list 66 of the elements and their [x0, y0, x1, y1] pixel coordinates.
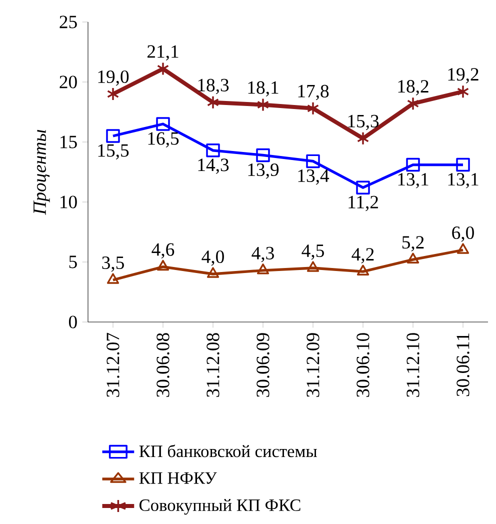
x-tick-label: 31.12.08 [206, 333, 220, 397]
point [356, 132, 370, 146]
point [156, 260, 170, 271]
data-label: 4,2 [352, 248, 374, 264]
point [156, 117, 170, 131]
data-label: 19,2 [448, 68, 478, 84]
x-tick-label: 30.06.10 [356, 333, 370, 397]
point [306, 154, 320, 168]
data-label: 18,3 [198, 78, 229, 94]
data-label: 18,2 [398, 80, 428, 96]
data-label: 13,1 [448, 173, 478, 188]
point [106, 87, 120, 101]
point [306, 102, 320, 116]
y-tick-label: 10 [60, 196, 77, 208]
point [406, 252, 420, 264]
point [356, 264, 370, 276]
data-label: 15,5 [98, 144, 129, 160]
data-label: 14,3 [198, 158, 229, 174]
data-label: 19,0 [98, 70, 129, 86]
data-label: 13,1 [398, 173, 428, 188]
data-label: 16,5 [148, 132, 179, 148]
point [156, 62, 170, 76]
data-label: 4,3 [252, 246, 274, 262]
data-label: 4,5 [302, 244, 324, 260]
x-tick-label: 30.06.08 [156, 333, 170, 397]
point [306, 261, 320, 272]
data-label: 18,1 [248, 81, 278, 97]
data-label: 3,5 [102, 256, 124, 272]
point [456, 84, 470, 98]
x-tick-label: 31.12.09 [306, 333, 320, 397]
legend-label: Совокупный КП ФКС [140, 499, 300, 515]
point [406, 158, 420, 172]
point [356, 180, 370, 194]
point [256, 148, 270, 162]
legend-label: КП НФКУ [139, 472, 217, 484]
data-label: 4,6 [152, 243, 174, 259]
y-axis-title: Проценты [34, 130, 50, 215]
data-label: 5,2 [402, 236, 424, 252]
point [256, 98, 270, 112]
data-label: 6,0 [452, 226, 474, 242]
point [106, 129, 120, 143]
legend-label: КП банковской системы [139, 444, 317, 458]
data-label: 17,8 [298, 84, 329, 100]
y-tick-label: 25 [60, 16, 77, 28]
x-tick-label: 30.06.09 [256, 333, 270, 397]
y-tick-label: 0 [68, 316, 77, 328]
data-label: 15,3 [348, 114, 379, 130]
point [256, 264, 270, 274]
point [456, 243, 470, 254]
x-tick-label: 31.12.07 [106, 332, 120, 397]
point [206, 267, 220, 278]
y-tick-label: 15 [60, 136, 77, 148]
data-label: 13,9 [248, 163, 279, 179]
x-tick-label: 30.06.11 [456, 334, 470, 396]
data-label: 11,2 [348, 196, 378, 212]
point [206, 144, 220, 158]
data-label: 13,4 [298, 169, 330, 185]
y-tick-label: 20 [60, 76, 77, 88]
y-tick-label: 5 [69, 256, 77, 268]
x-tick-label: 31.12.10 [406, 333, 420, 397]
data-label: 4,0 [202, 250, 224, 266]
point [106, 273, 120, 284]
point [456, 158, 470, 172]
point [206, 96, 220, 110]
point [406, 96, 420, 110]
data-label: 21,1 [147, 45, 178, 61]
